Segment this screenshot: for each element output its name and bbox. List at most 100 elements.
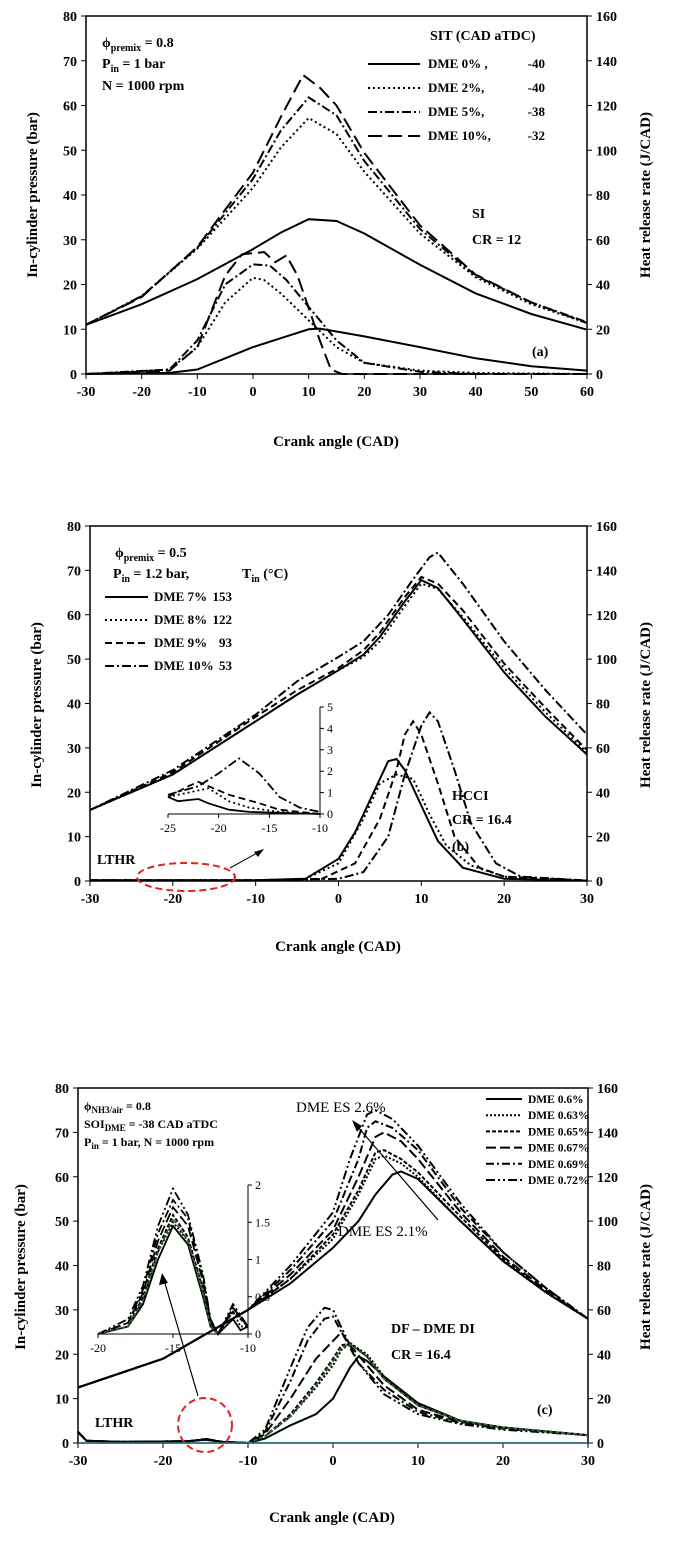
y-tick-label: 30 bbox=[55, 1304, 69, 1319]
y2-tick-label: 140 bbox=[596, 55, 617, 70]
x-tick-label: -20 bbox=[163, 892, 182, 907]
panel-b-inset-pointer-arrowhead bbox=[254, 849, 264, 857]
legend-entry-value: 122 bbox=[213, 612, 233, 627]
x-tick-label: 10 bbox=[302, 385, 316, 400]
panel-c-lthr-label: LTHR bbox=[95, 1416, 134, 1431]
panel-a-tag: (a) bbox=[532, 345, 549, 360]
x-tick-label: 0 bbox=[250, 385, 257, 400]
x-tick-label: 0 bbox=[335, 892, 342, 907]
legend-entry-label: DME 0.67% bbox=[528, 1143, 589, 1155]
heat-release-curve-series-2 bbox=[90, 719, 588, 882]
y2-tick-label: 20 bbox=[597, 1393, 611, 1408]
panel-c-soi-label: SOIDME = -38 CAD aTDC bbox=[84, 1117, 218, 1133]
panel-c-tag: (c) bbox=[537, 1403, 553, 1418]
y-tick-label: 70 bbox=[55, 1126, 69, 1141]
y2-tick-label: 100 bbox=[596, 144, 617, 159]
panel-c-mode-label: DF – DME DI bbox=[391, 1322, 475, 1337]
panel-a-speed-label: N = 1000 rpm bbox=[102, 79, 185, 94]
y-tick-label: 80 bbox=[55, 1082, 69, 1097]
legend-entry-label: DME 8% bbox=[154, 612, 207, 627]
legend-entry-label: DME 0.65% bbox=[528, 1126, 589, 1138]
inset-x-tick-label: -15 bbox=[165, 1341, 181, 1355]
panel-b-inset-series bbox=[167, 757, 321, 815]
panel-b-inset-pointer-arrow bbox=[229, 851, 260, 869]
x-tick-label: -10 bbox=[246, 892, 265, 907]
panel-c-inset-series bbox=[97, 1186, 249, 1337]
x-tick-label: 30 bbox=[580, 892, 594, 907]
panel-b-pin-label: Pin = 1.2 bar, bbox=[113, 567, 189, 585]
y-tick-label: 60 bbox=[63, 100, 77, 115]
inset-curve-series-3 bbox=[167, 757, 321, 813]
heat-release-curve-series-0 bbox=[85, 327, 588, 375]
y-tick-label: 0 bbox=[70, 368, 77, 383]
inset-y-tick-label: 4 bbox=[327, 721, 333, 735]
y-tick-label: 40 bbox=[55, 1260, 69, 1275]
x-tick-label: 10 bbox=[411, 1454, 425, 1469]
panel-a-pin-label: Pin = 1 bar bbox=[102, 57, 165, 75]
x-tick-label: -30 bbox=[77, 385, 96, 400]
inset-x-tick-label: -10 bbox=[240, 1341, 256, 1355]
y2-tick-label: 160 bbox=[596, 10, 617, 25]
legend-entry-value: 93 bbox=[219, 635, 233, 650]
panel-c-y-axis-label: In-cylinder pressure (bar) bbox=[13, 1184, 29, 1350]
x-tick-label: 20 bbox=[497, 892, 511, 907]
panel-b-mode-label: HCCI bbox=[452, 789, 489, 804]
inset-y-tick-label: 0 bbox=[255, 1327, 261, 1341]
legend-entry-label: DME 2%, bbox=[428, 80, 484, 95]
legend-entry-value: -32 bbox=[528, 128, 545, 143]
panel-b-inset-x-ticks: -25 -20 -15 -10 bbox=[160, 813, 328, 835]
panel-b-lthr-label: LTHR bbox=[97, 853, 136, 868]
panel-c-inset-pointer-arrowhead bbox=[159, 1273, 168, 1285]
y2-tick-label: 140 bbox=[596, 564, 617, 579]
panel-a-legend-title: SIT (CAD aTDC) bbox=[430, 29, 536, 44]
legend-entry-value: -40 bbox=[528, 80, 545, 95]
pressure-curve-series-0 bbox=[85, 218, 588, 331]
inset-y-tick-label: 5 bbox=[327, 700, 333, 714]
panel-b-tin-label: Tin (°C) bbox=[242, 567, 289, 585]
y-tick-label: 10 bbox=[67, 831, 81, 846]
panel-c-phi-label: ϕNH3/air = 0.8 bbox=[84, 1099, 151, 1115]
panel-c-y-ticks: 0 10 20 30 40 50 60 70 80 bbox=[55, 1082, 78, 1452]
y-tick-label: 20 bbox=[55, 1348, 69, 1363]
x-tick-label: 30 bbox=[413, 385, 427, 400]
legend-entry-label: DME 9% bbox=[154, 635, 207, 650]
y2-tick-label: 80 bbox=[596, 698, 610, 713]
panel-a: -30 -20 -10 0 10 20 30 40 50 60 0 10 20 30 40 50 60 70 80… bbox=[25, 10, 654, 450]
heat-release-curve-series-6 bbox=[247, 1343, 589, 1444]
panel-c-inset: -20 -15 -10 0 0.5 1 1.5 2 bbox=[90, 1178, 270, 1355]
inset-x-tick-label: -20 bbox=[211, 821, 227, 835]
legend-entry-value: -38 bbox=[528, 104, 546, 119]
inset-x-tick-label: -10 bbox=[312, 821, 328, 835]
panel-c-inset-pointer-arrow bbox=[163, 1279, 199, 1397]
pressure-curve-series-3 bbox=[89, 551, 588, 811]
y2-tick-label: 0 bbox=[596, 875, 603, 890]
pressure-curve-series-1 bbox=[89, 582, 588, 811]
inset-curve-series-1 bbox=[97, 1220, 248, 1336]
legend-entry-label: DME 7% bbox=[154, 589, 207, 604]
y-tick-label: 10 bbox=[63, 323, 77, 338]
heat-release-curve-series-4 bbox=[77, 1315, 589, 1445]
inset-curve-series-0 bbox=[167, 796, 321, 815]
y-tick-label: 20 bbox=[63, 279, 77, 294]
y2-tick-label: 40 bbox=[596, 786, 610, 801]
panel-b-inset: -25 -20 -15 -10 0 1 2 3 4 5 bbox=[160, 700, 333, 835]
y2-tick-label: 80 bbox=[596, 189, 610, 204]
y2-tick-label: 120 bbox=[597, 1171, 618, 1186]
x-tick-label: 60 bbox=[580, 385, 594, 400]
y2-tick-label: 0 bbox=[596, 368, 603, 383]
inset-y-tick-label: 0.5 bbox=[255, 1290, 270, 1304]
panel-b-series bbox=[89, 551, 588, 882]
panel-b-y-axis-label: In-cylinder pressure (bar) bbox=[29, 622, 45, 788]
inset-curve-series-4 bbox=[97, 1198, 249, 1336]
inset-x-tick-label: -25 bbox=[160, 821, 176, 835]
y-tick-label: 20 bbox=[67, 786, 81, 801]
x-tick-label: -20 bbox=[154, 1454, 173, 1469]
y2-tick-label: 80 bbox=[597, 1260, 611, 1275]
x-tick-label: -30 bbox=[81, 892, 100, 907]
y2-tick-label: 40 bbox=[597, 1348, 611, 1363]
x-tick-label: 40 bbox=[469, 385, 483, 400]
inset-x-tick-label: -20 bbox=[90, 1341, 106, 1355]
panel-a-x-axis-label: Crank angle (CAD) bbox=[273, 434, 399, 450]
legend-entry-label: DME 0% , bbox=[428, 56, 488, 71]
y-tick-label: 70 bbox=[67, 564, 81, 579]
